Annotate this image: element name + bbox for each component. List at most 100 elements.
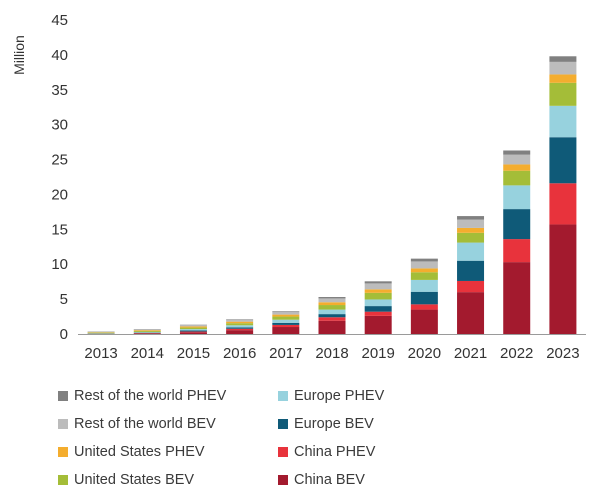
bar-europe-phev-2023: [549, 105, 577, 138]
bar-stack-2013: [87, 331, 115, 334]
y-tick-label: 25: [51, 152, 68, 169]
bar-europe-bev-2017: [272, 322, 300, 325]
bar-china-phev-2022: [503, 239, 531, 263]
bar-china-phev-2021: [457, 280, 485, 293]
bar-rest-of-the-world-phev-2022: [503, 150, 531, 155]
bar-europe-bev-2020: [410, 291, 438, 305]
bar-stack-2020: [410, 258, 438, 334]
bar-united-states-bev-2023: [549, 82, 577, 106]
y-tick-label: 20: [51, 186, 68, 203]
bar-rest-of-the-world-bev-2015: [179, 325, 207, 327]
bar-china-bev-2016: [226, 330, 254, 334]
bar-united-states-phev-2021: [457, 227, 485, 233]
bar-china-bev-2023: [549, 224, 577, 334]
x-tick-label: 2014: [131, 345, 164, 362]
bar-europe-bev-2022: [503, 209, 531, 240]
bar-united-states-phev-2016: [226, 321, 254, 324]
bar-china-bev-2014: [133, 333, 161, 334]
bar-europe-phev-2016: [226, 325, 254, 328]
y-tick-label: 35: [51, 82, 68, 99]
bar-rest-of-the-world-bev-2020: [410, 261, 438, 269]
y-tick-label: 45: [51, 12, 68, 29]
bar-united-states-phev-2020: [410, 268, 438, 273]
bar-rest-of-the-world-bev-2021: [457, 219, 485, 228]
legend-label: Rest of the world BEV: [74, 416, 216, 432]
bar-rest-of-the-world-bev-2022: [503, 154, 531, 165]
x-tick-label: 2020: [408, 345, 441, 362]
x-tick-label: 2013: [84, 345, 117, 362]
x-axis: 2013 2014 2015 2016 2017 2018 2019 2020 2021 2022…: [78, 334, 586, 362]
bar-europe-bev-2016: [226, 327, 254, 329]
bar-stack-2023: [549, 56, 577, 334]
x-tick-label: 2022: [500, 345, 533, 362]
bar-stack-2016: [226, 319, 254, 334]
legend-swatch: [278, 391, 288, 401]
bar-united-states-bev-2017: [272, 316, 300, 320]
bar-china-bev-2018: [318, 320, 346, 334]
legend-swatch: [58, 419, 68, 429]
bar-united-states-phev-2014: [133, 330, 161, 332]
legend-label: United States PHEV: [74, 444, 205, 460]
bar-china-bev-2019: [364, 315, 392, 334]
bar-rest-of-the-world-bev-2018: [318, 298, 346, 303]
y-axis-label: Million: [11, 35, 27, 75]
bar-rest-of-the-world-bev-2019: [364, 283, 392, 290]
y-tick-label: 10: [51, 256, 68, 273]
bar-united-states-bev-2014: [133, 331, 161, 333]
bar-europe-phev-2014: [133, 332, 161, 333]
legend-item: China BEV: [278, 472, 365, 488]
bar-united-states-bev-2018: [318, 305, 346, 310]
bar-united-states-phev-2018: [318, 302, 346, 306]
legend-label: United States BEV: [74, 472, 195, 488]
bar-united-states-phev-2017: [272, 314, 300, 317]
bar-china-phev-2015: [179, 331, 207, 333]
bar-europe-phev-2017: [272, 319, 300, 323]
legend-label: Rest of the world PHEV: [74, 388, 227, 404]
bar-united-states-phev-2015: [179, 326, 207, 328]
legend-item: Europe PHEV: [278, 388, 384, 404]
legend-label: China PHEV: [294, 444, 376, 460]
legend-item: United States BEV: [58, 472, 194, 488]
bar-china-phev-2017: [272, 324, 300, 328]
legend-item: United States PHEV: [58, 444, 205, 460]
bar-rest-of-the-world-phev-2016: [226, 319, 254, 320]
bar-china-phev-2020: [410, 304, 438, 310]
bar-rest-of-the-world-bev-2017: [272, 312, 300, 315]
bar-europe-bev-2015: [179, 330, 207, 332]
legend-item: China PHEV: [278, 444, 375, 460]
bar-europe-bev-2019: [364, 306, 392, 312]
y-tick-label: 40: [51, 47, 68, 64]
bar-china-bev-2021: [457, 292, 485, 334]
bar-united-states-phev-2022: [503, 164, 531, 171]
legend-swatch: [278, 419, 288, 429]
bar-rest-of-the-world-phev-2018: [318, 297, 346, 299]
bar-china-phev-2023: [549, 183, 577, 225]
bar-united-states-bev-2021: [457, 232, 485, 243]
x-tick-label: 2018: [315, 345, 348, 362]
bar-united-states-bev-2019: [364, 292, 392, 300]
bar-stacks: [87, 56, 577, 334]
bar-europe-phev-2019: [364, 299, 392, 307]
bar-stack-2018: [318, 297, 346, 334]
bar-rest-of-the-world-bev-2014: [133, 329, 161, 331]
bar-rest-of-the-world-phev-2019: [364, 281, 392, 284]
x-tick-label: 2023: [546, 345, 579, 362]
legend-swatch: [278, 447, 288, 457]
bar-stack-2021: [457, 216, 485, 334]
legend-label: Europe PHEV: [294, 388, 385, 404]
legend-label: Europe BEV: [294, 416, 374, 432]
x-tick-label: 2021: [454, 345, 487, 362]
bar-europe-phev-2022: [503, 185, 531, 210]
bar-china-bev-2020: [410, 309, 438, 334]
bar-rest-of-the-world-phev-2023: [549, 56, 577, 62]
bar-china-phev-2019: [364, 311, 392, 316]
bar-stack-2015: [179, 324, 207, 334]
legend-label: China BEV: [294, 472, 365, 488]
bar-rest-of-the-world-phev-2017: [272, 311, 300, 313]
bar-europe-bev-2023: [549, 137, 577, 184]
legend-swatch: [58, 475, 68, 485]
bar-united-states-phev-2019: [364, 289, 392, 293]
bar-china-bev-2015: [179, 332, 207, 334]
x-tick-label: 2019: [361, 345, 394, 362]
